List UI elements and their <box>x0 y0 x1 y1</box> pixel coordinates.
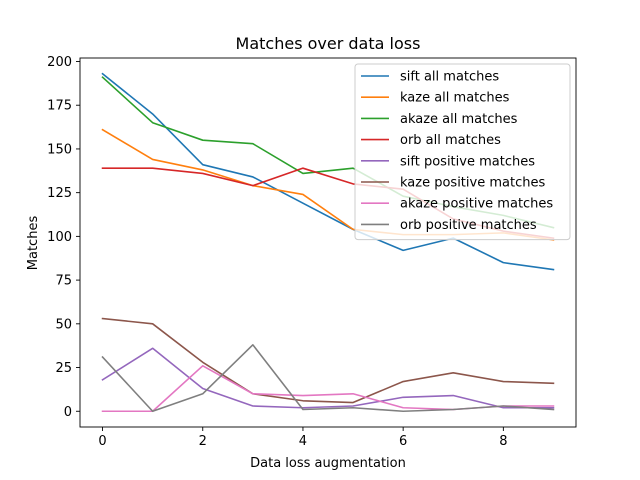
axes-frame <box>79 57 577 428</box>
y-tick-label: 175 <box>47 99 72 114</box>
plot-lines <box>101 72 555 413</box>
legend-label-akaze-positive-matches: akaze positive matches <box>400 197 553 212</box>
y-tick-label: 200 <box>47 55 72 70</box>
y-tick-label: 25 <box>55 361 72 376</box>
x-tick-label: 2 <box>199 434 207 449</box>
legend-box <box>354 63 571 241</box>
x-tick-label: 6 <box>399 434 407 449</box>
x-axis-title: Data loss augmentation <box>250 456 406 471</box>
x-tick-label: 0 <box>98 434 106 449</box>
y-axis-ticks: 0 25 50 75 100 125 150 175 200 <box>47 55 80 420</box>
x-tick-label: 4 <box>299 434 307 449</box>
y-tick-label: 100 <box>47 230 72 245</box>
legend-label-sift-positive-matches: sift positive matches <box>400 154 535 169</box>
y-axis-title: Matches <box>26 216 41 271</box>
x-axis-ticks: 0 2 4 6 8 <box>98 427 507 449</box>
y-tick-label: 0 <box>64 405 72 420</box>
series-line-sift-all-matches <box>101 72 555 271</box>
y-tick-label: 150 <box>47 142 72 157</box>
series-line-sift-positive-matches <box>101 347 555 409</box>
legend-label-orb-all-matches: orb all matches <box>400 133 501 148</box>
series-line-kaze-positive-matches <box>101 317 555 404</box>
chart-title: Matches over data loss <box>236 34 421 53</box>
y-tick-label: 125 <box>47 186 72 201</box>
y-tick-label: 75 <box>55 274 72 289</box>
legend-label-sift-all-matches: sift all matches <box>400 70 499 85</box>
legend-label-orb-positive-matches: orb positive matches <box>400 218 537 233</box>
legend: sift all matches kaze all matches akaze al… <box>354 63 571 241</box>
axes-border <box>79 57 577 428</box>
y-tick-label: 50 <box>55 317 72 332</box>
legend-label-kaze-all-matches: kaze all matches <box>400 91 510 106</box>
x-tick-label: 8 <box>499 434 507 449</box>
legend-label-akaze-all-matches: akaze all matches <box>400 112 518 127</box>
series-line-orb-positive-matches <box>101 344 555 413</box>
legend-label-kaze-positive-matches: kaze positive matches <box>400 176 545 191</box>
